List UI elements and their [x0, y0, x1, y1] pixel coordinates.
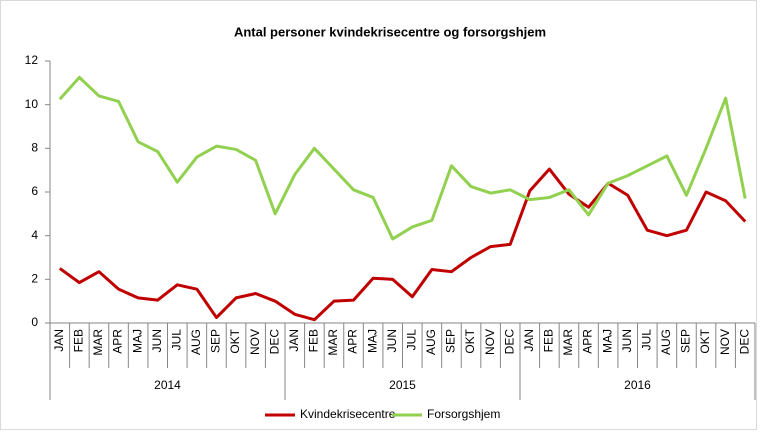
- x-tick-label: AUG: [424, 329, 438, 355]
- y-tick-label: 2: [31, 272, 38, 286]
- line-series: [58, 75, 747, 241]
- group-label: 2016: [624, 378, 651, 392]
- x-tick-label: MAR: [326, 329, 340, 356]
- x-tick-label: JUN: [620, 329, 634, 352]
- y-tick-label: 8: [31, 141, 38, 155]
- y-tick-label: 4: [31, 228, 38, 242]
- x-tick-label: FEB: [72, 329, 86, 352]
- x-tick-label: APR: [346, 329, 360, 354]
- x-tick-label: NOV: [718, 329, 732, 355]
- x-tick-label: AUG: [659, 329, 673, 355]
- x-tick-label: JAN: [522, 329, 536, 352]
- x-tick-label: APR: [111, 329, 125, 354]
- line-series: [58, 167, 747, 322]
- x-tick-label: APR: [581, 329, 595, 354]
- chart-title: Antal personer kvindekrisecentre og fors…: [234, 24, 546, 39]
- x-tick-label: JAN: [52, 329, 66, 352]
- x-tick-label: MAJ: [600, 329, 614, 353]
- x-tick-label: SEP: [679, 329, 693, 353]
- x-tick-label: OKT: [228, 328, 242, 353]
- x-tick-label: NOV: [248, 329, 262, 355]
- x-tick-label: MAR: [91, 329, 105, 356]
- x-tick-label: SEP: [209, 329, 223, 353]
- legend-label: Kvindekrisecentre: [300, 407, 396, 421]
- x-tick-label: DEC: [267, 329, 281, 355]
- x-tick-label: MAJ: [130, 329, 144, 353]
- x-tick-label: AUG: [189, 329, 203, 355]
- y-tick-label: 0: [31, 315, 38, 329]
- legend-label: Forsorgshjem: [427, 407, 500, 421]
- x-tick-label: MAR: [561, 329, 575, 356]
- x-tick-label: JUL: [169, 329, 183, 351]
- group-label: 2015: [389, 378, 416, 392]
- group-label: 2014: [154, 378, 181, 392]
- x-tick-label: JUL: [404, 329, 418, 351]
- x-tick-label: JUN: [150, 329, 164, 352]
- x-tick-label: NOV: [483, 329, 497, 355]
- y-tick-label: 6: [31, 184, 38, 198]
- x-tick-label: JAN: [287, 329, 301, 352]
- x-tick-label: MAJ: [365, 329, 379, 353]
- x-tick-label: JUL: [639, 329, 653, 351]
- x-tick-label: FEB: [307, 329, 321, 352]
- x-tick-label: SEP: [444, 329, 458, 353]
- x-tick-label: DEC: [737, 329, 751, 355]
- x-tick-label: OKT: [698, 328, 712, 353]
- y-tick-label: 10: [25, 97, 39, 111]
- y-tick-label: 12: [25, 53, 39, 67]
- x-tick-label: OKT: [463, 328, 477, 353]
- x-tick-label: JUN: [385, 329, 399, 352]
- x-tick-label: DEC: [502, 329, 516, 355]
- x-tick-label: FEB: [542, 329, 556, 352]
